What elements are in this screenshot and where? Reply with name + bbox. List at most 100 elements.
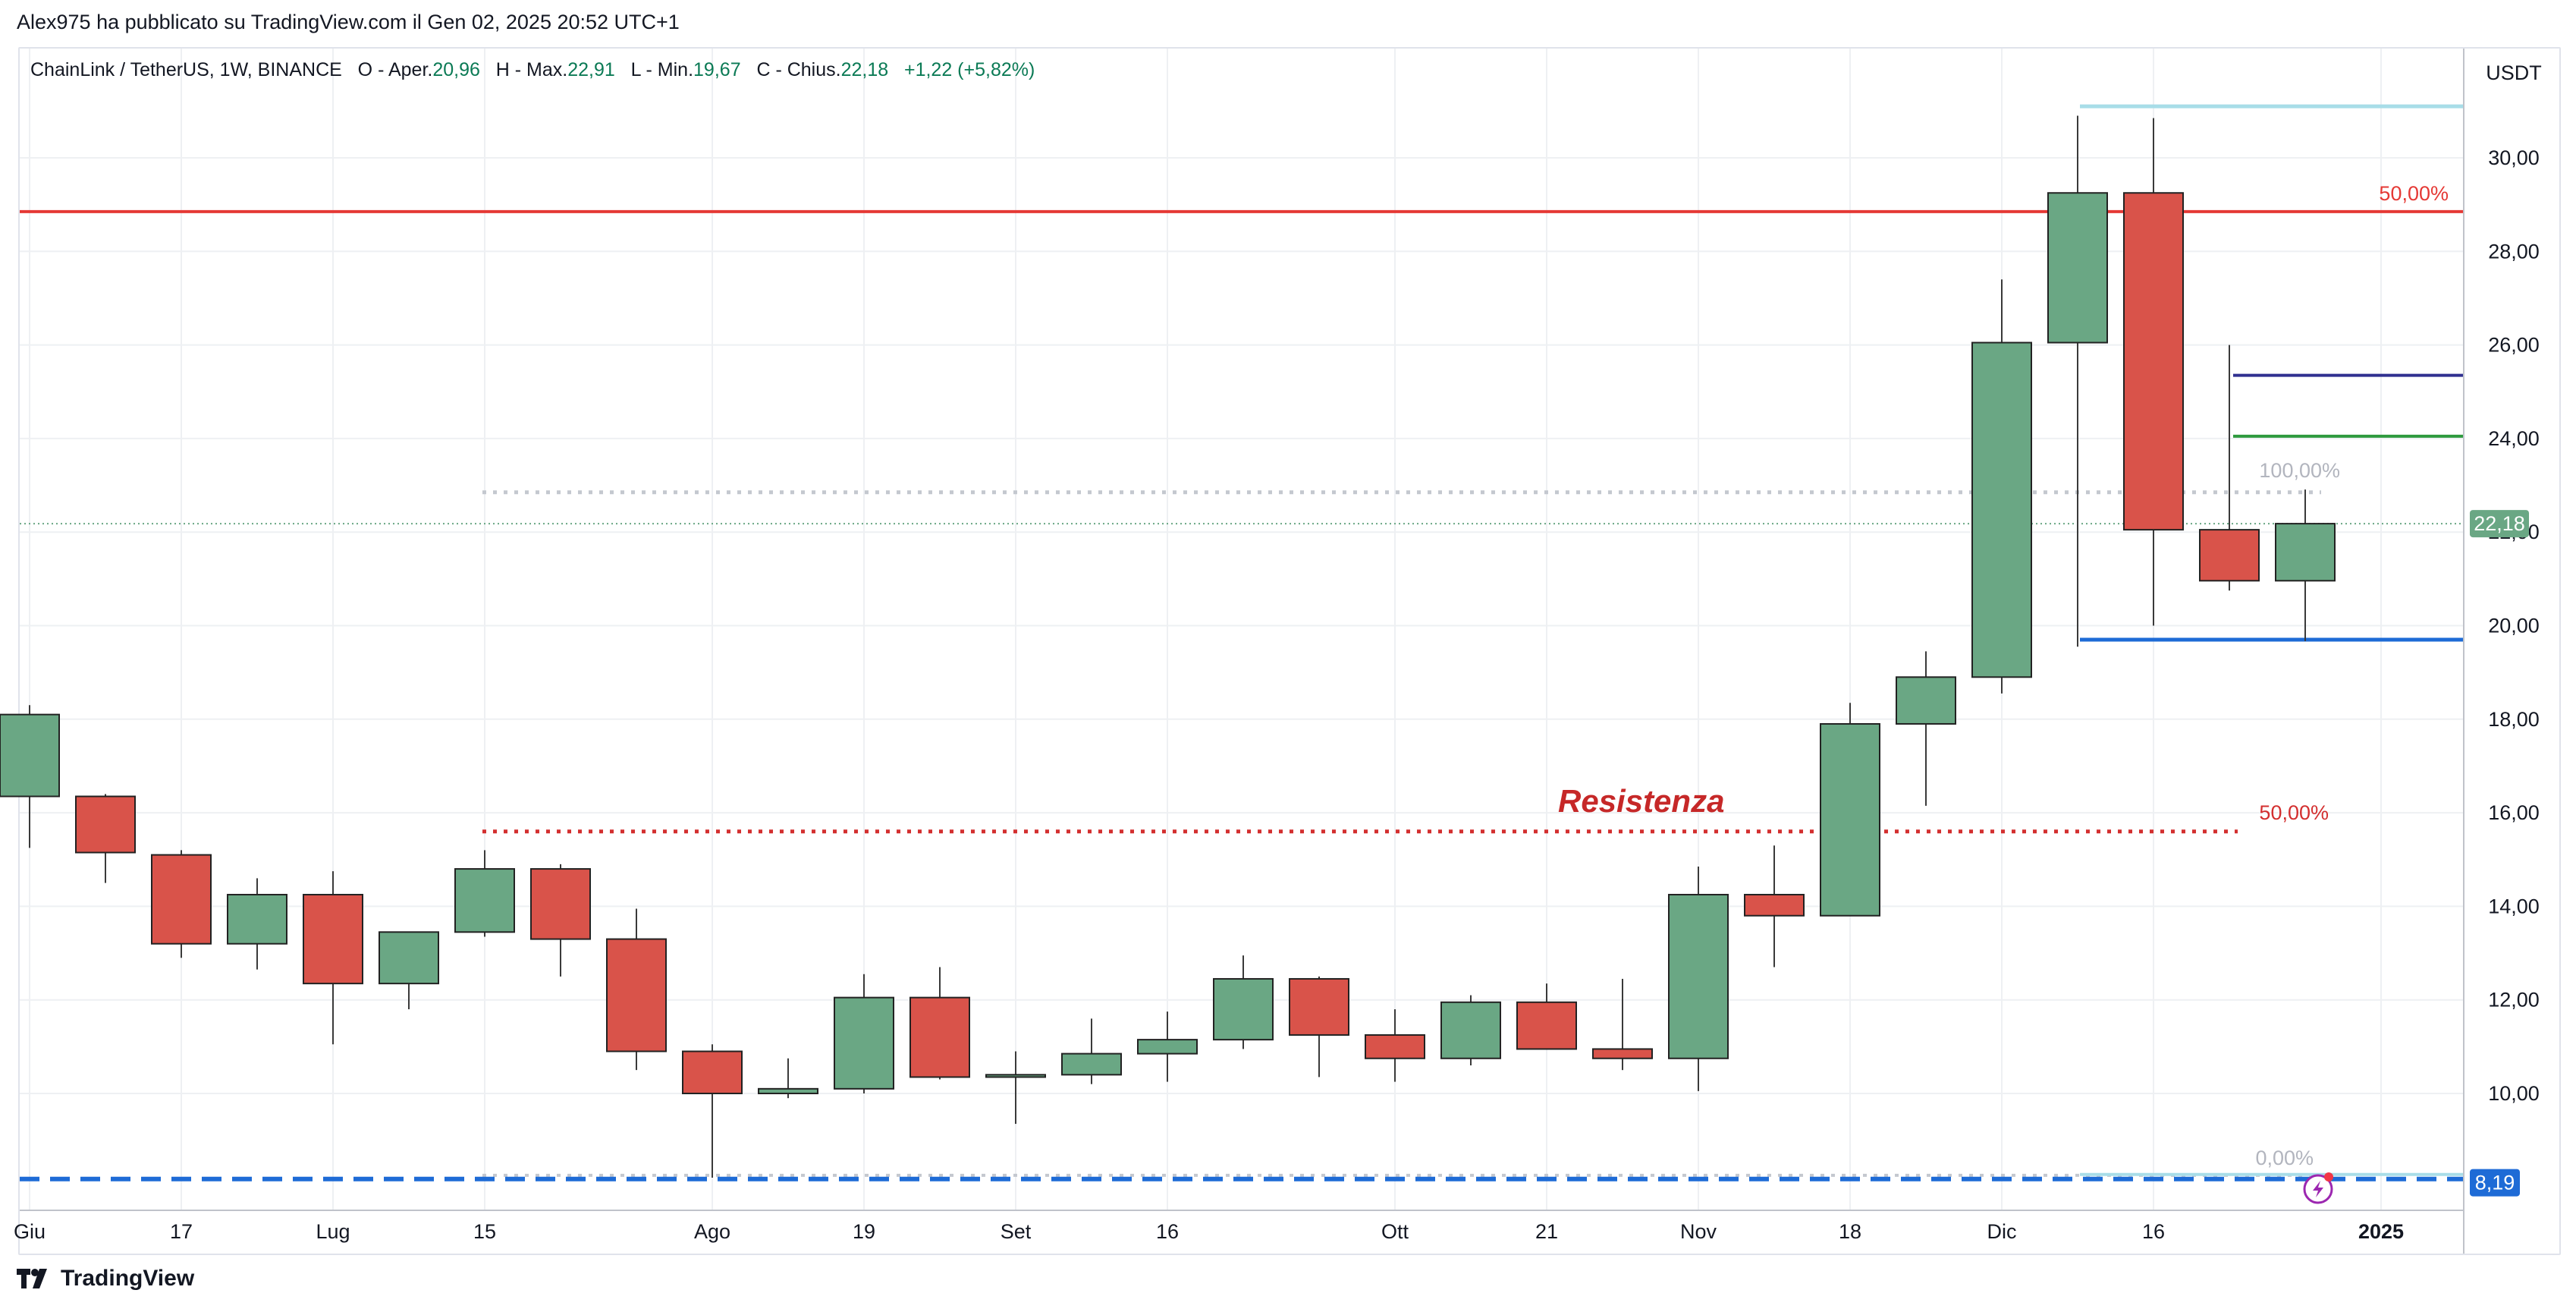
price-tick-label: 26,00 [2488, 334, 2540, 357]
lightning-bolt [2313, 1181, 2323, 1197]
price-axis: 10,0012,0014,0016,0018,0020,0022,0024,00… [2488, 146, 2540, 1105]
candle-body [1213, 977, 1274, 1041]
candle-body [1289, 977, 1349, 1036]
candle-body [682, 1050, 743, 1095]
candle-body [1896, 676, 1956, 725]
candle [1061, 1018, 1122, 1084]
overlays: Resistenza [1558, 783, 2333, 1204]
time-tick-label: 18 [1839, 1220, 1861, 1243]
time-tick-label: 15 [473, 1220, 496, 1243]
candle [2199, 345, 2260, 591]
change-value: +1,22 (+5,82%) [903, 59, 1035, 80]
candle-body [909, 996, 970, 1078]
brand-name: TradingView [61, 1266, 195, 1291]
candle [1744, 845, 1805, 967]
candle [75, 794, 136, 883]
candle [1592, 978, 1653, 1071]
candle [2123, 118, 2184, 626]
publisher-line: Alex975 ha pubblicato su TradingView.com… [17, 11, 680, 33]
candle-body [1516, 1001, 1577, 1050]
price-tick-label: 12,00 [2488, 989, 2540, 1012]
time-tick-label: Nov [1680, 1220, 1717, 1243]
candle-body [1820, 722, 1880, 917]
candle-body [227, 893, 287, 945]
close-value: 22,18 [840, 59, 889, 80]
candle [1516, 983, 1577, 1050]
candle-body [1744, 893, 1805, 917]
time-tick-label: 16 [2142, 1220, 2165, 1243]
low-value: 19,67 [693, 59, 741, 80]
candle [454, 850, 515, 937]
candle [834, 974, 894, 1093]
candles [0, 115, 2336, 1178]
candle [1896, 651, 1956, 806]
time-tick-label: Ott [1381, 1220, 1409, 1243]
price-tick-label: 30,00 [2488, 146, 2540, 169]
candle-body [1061, 1052, 1122, 1076]
candle [1365, 1009, 1425, 1082]
footer-brand[interactable]: TradingView [17, 1266, 194, 1292]
candle-body [2199, 529, 2260, 582]
close-label: C - Chius. [756, 59, 841, 80]
candle [379, 931, 439, 1010]
time-tick-label: 17 [170, 1220, 193, 1243]
fib-100-label: 100,00% [2259, 459, 2340, 482]
price-tick-label: 18,00 [2488, 708, 2540, 731]
candle-body [1592, 1048, 1653, 1059]
time-tick-label: 16 [1156, 1220, 1179, 1243]
price-tick-label: 10,00 [2488, 1082, 2540, 1105]
time-tick-label: 2025 [2358, 1220, 2404, 1243]
resistance-annotation: Resistenza [1558, 783, 1724, 819]
candle [1820, 703, 1880, 917]
candle-body [75, 795, 136, 854]
candle [1440, 995, 1501, 1066]
price-tick-label: 14,00 [2488, 895, 2540, 917]
currency-label[interactable]: USDT [2486, 61, 2542, 84]
candle-body [0, 713, 60, 798]
high-label: H - Max. [495, 59, 568, 80]
candle [1213, 955, 1274, 1049]
fib-0-label: 0,00% [2255, 1147, 2314, 1169]
candle-body [1971, 341, 2032, 678]
candle-body [2275, 523, 2336, 582]
candle-body [834, 996, 894, 1090]
marker-price-badge [2470, 1169, 2520, 1197]
candle [2275, 489, 2336, 641]
time-tick-label: Giu [14, 1220, 46, 1243]
marker-price-label: 8,19 [2475, 1172, 2515, 1194]
candle-body [151, 854, 212, 945]
open-value: 20,96 [432, 59, 480, 80]
price-tick-label: 20,00 [2488, 615, 2540, 637]
candle-body [1440, 1001, 1501, 1059]
candle [1137, 1012, 1198, 1082]
candle-body [985, 1074, 1046, 1078]
candle-body [1668, 893, 1729, 1059]
candle-body [379, 931, 439, 985]
candle-body [606, 938, 667, 1052]
time-tick-label: Ago [694, 1220, 730, 1243]
time-tick-label: 19 [853, 1220, 875, 1243]
candle [303, 871, 363, 1045]
symbol-title[interactable]: ChainLink / TetherUS, 1W, BINANCE [30, 59, 342, 80]
candle [530, 864, 591, 977]
high-value: 22,91 [567, 59, 615, 80]
candle [151, 850, 212, 958]
candle [1971, 279, 2032, 694]
chart-grid [20, 49, 2464, 1210]
price-tick-label: 24,00 [2488, 427, 2540, 450]
symbol-legend: ChainLink / TetherUS, 1W, BINANCE O - Ap… [30, 59, 1035, 81]
candle-body [1365, 1034, 1425, 1059]
time-tick-label: Dic [1987, 1220, 2017, 1243]
candle [758, 1058, 818, 1099]
last-price-badge [2470, 510, 2529, 538]
candle-body [2047, 192, 2108, 344]
candle-body [1137, 1039, 1198, 1055]
fib-50-label: 50,00% [2379, 182, 2449, 205]
time-tick-label: 21 [1535, 1220, 1558, 1243]
price-tick-label: 28,00 [2488, 240, 2540, 263]
low-label: L - Min. [630, 59, 694, 80]
candle [985, 1051, 1046, 1125]
last-price-label: 22,18 [2474, 512, 2525, 535]
candle-body [530, 868, 591, 940]
